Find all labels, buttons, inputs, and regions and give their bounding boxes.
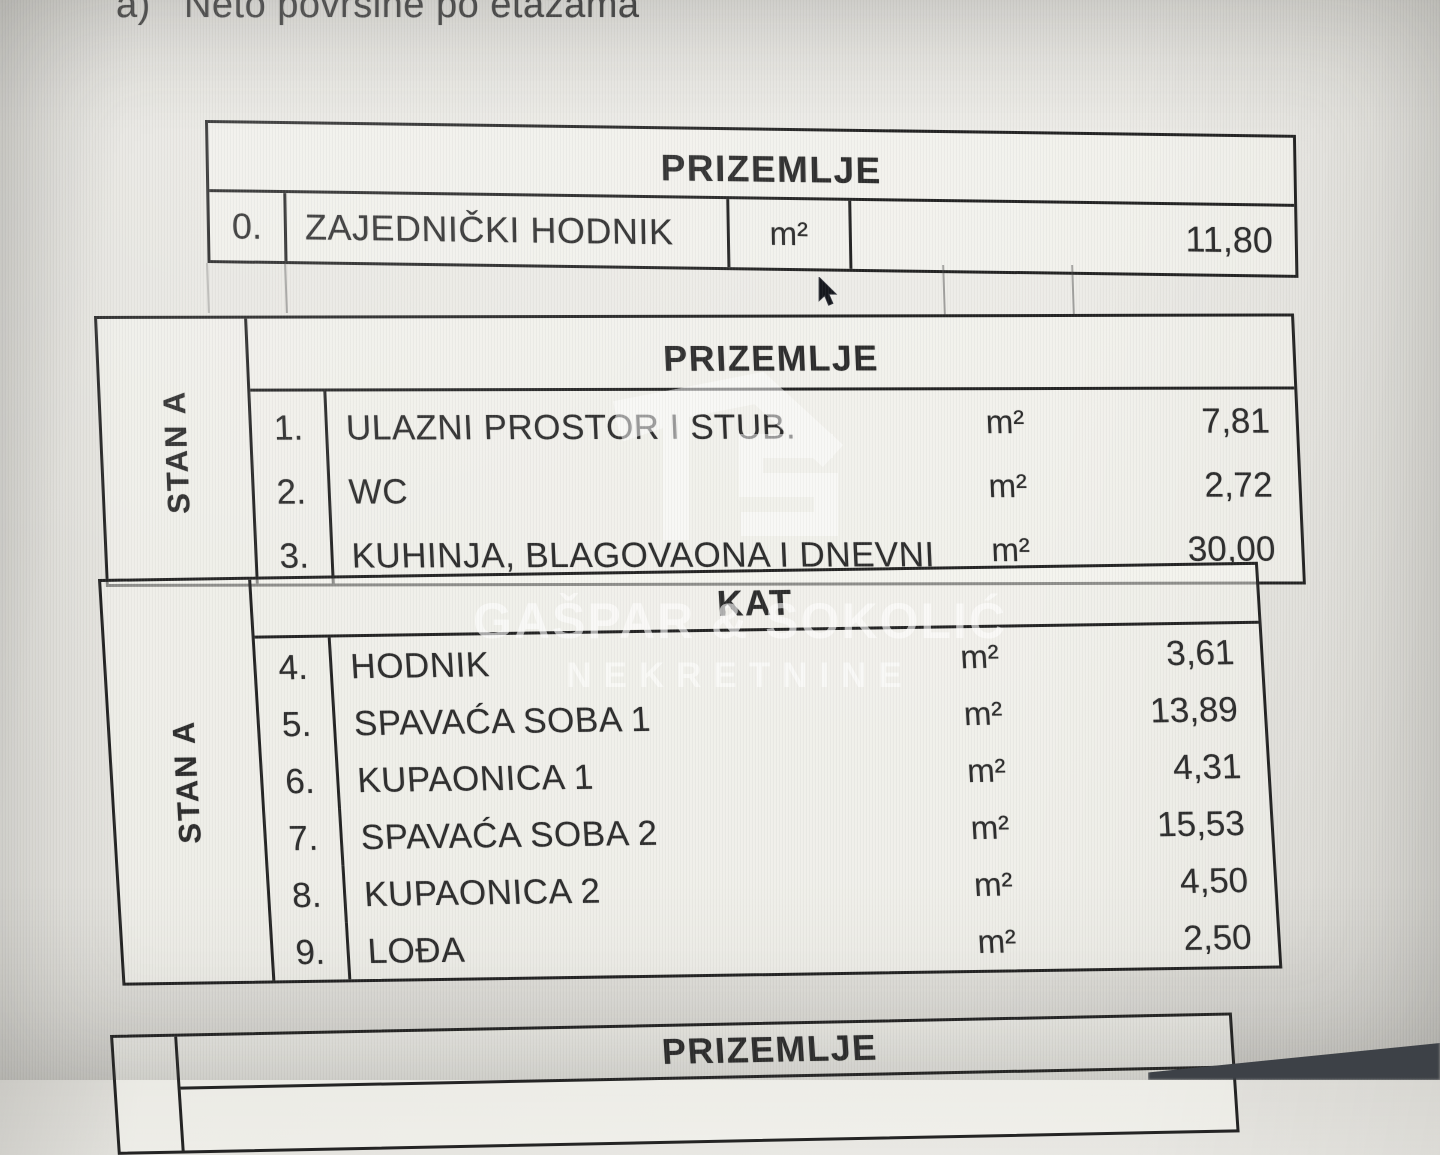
row-number: 4.	[254, 637, 335, 696]
area-value: 7,81	[1200, 401, 1271, 441]
unit-label: m²	[969, 808, 1011, 846]
row-number: 3.	[255, 519, 335, 584]
gridline	[284, 263, 288, 313]
page-title: a) Neto površine po etažama	[116, 0, 640, 26]
room-name: ULAZNI PROSTOR I STUB.	[345, 407, 797, 448]
area-value: 2,50	[1182, 917, 1253, 958]
area-value: 4,31	[1171, 746, 1243, 787]
room-name: WC	[347, 472, 409, 512]
table-stan-a-prizemlje: STAN A PRIZEMLJE 1. ULAZNI PROSTOR I STU…	[94, 313, 1306, 587]
unit-label: m²	[966, 751, 1007, 789]
screen-photo: a) Neto površine po etažama PRIZEMLJE 0.…	[94, 0, 1306, 1155]
arrow-cursor-icon	[818, 277, 838, 306]
table-bottom-partial: PRIZEMLJE	[110, 1012, 1240, 1155]
area-value: 11,80	[1185, 218, 1274, 261]
area-value: 4,50	[1178, 860, 1250, 901]
unit-label: m²	[984, 403, 1026, 441]
table-header-prizemlje: PRIZEMLJE	[247, 316, 1295, 392]
row-number: 9.	[271, 922, 352, 981]
row-number: 0.	[209, 192, 288, 262]
table-stan-a-kat: STAN A KAT 4. HODNIK m² 3,61 5. SPAVAĆA …	[98, 561, 1283, 986]
room-name: HODNIK	[349, 645, 491, 687]
room-name: LOĐA	[366, 930, 467, 972]
table-row: 1. ULAZNI PROSTOR I STUB. m² 7,81	[250, 389, 1297, 456]
row-number: 5.	[258, 694, 338, 753]
unit-label: m²	[962, 694, 1004, 732]
unit-label: m²	[987, 467, 1028, 505]
area-value: 13,89	[1148, 689, 1239, 730]
room-name: ZAJEDNIČKI HODNIK	[286, 193, 730, 268]
room-name: SPAVAĆA SOBA 2	[359, 813, 659, 858]
table-row: 0. ZAJEDNIČKI HODNIK m² 11,80	[209, 192, 1295, 275]
group-label-stan-a: STAN A	[97, 318, 259, 584]
table-row: 2. WC m² 2,72	[253, 453, 1300, 520]
row-number: 6.	[261, 751, 342, 810]
room-name: SPAVAĆA SOBA 1	[352, 699, 652, 744]
room-name: KUPAONICA 1	[356, 757, 595, 801]
unit-label: m²	[972, 864, 1014, 903]
area-value: 3,61	[1165, 632, 1236, 673]
area-value: 15,53	[1155, 803, 1246, 844]
room-name: KUPAONICA 2	[363, 871, 602, 915]
gridline	[206, 263, 210, 313]
unit-label: m²	[728, 199, 852, 269]
table-common-prizemlje: PRIZEMLJE 0. ZAJEDNIČKI HODNIK m² 11,80	[205, 120, 1299, 278]
table-header-prizemlje: PRIZEMLJE	[177, 1015, 1233, 1090]
row-number: 2.	[253, 455, 332, 520]
row-number: 7.	[265, 808, 345, 867]
group-label-stan-a: STAN A	[101, 579, 276, 983]
unit-label: m²	[959, 637, 1000, 675]
empty-group-cell	[113, 1036, 185, 1152]
row-number: 1.	[250, 391, 330, 456]
row-number: 8.	[268, 865, 348, 924]
area-value: 2,72	[1203, 465, 1274, 505]
unit-label: m²	[976, 921, 1018, 960]
